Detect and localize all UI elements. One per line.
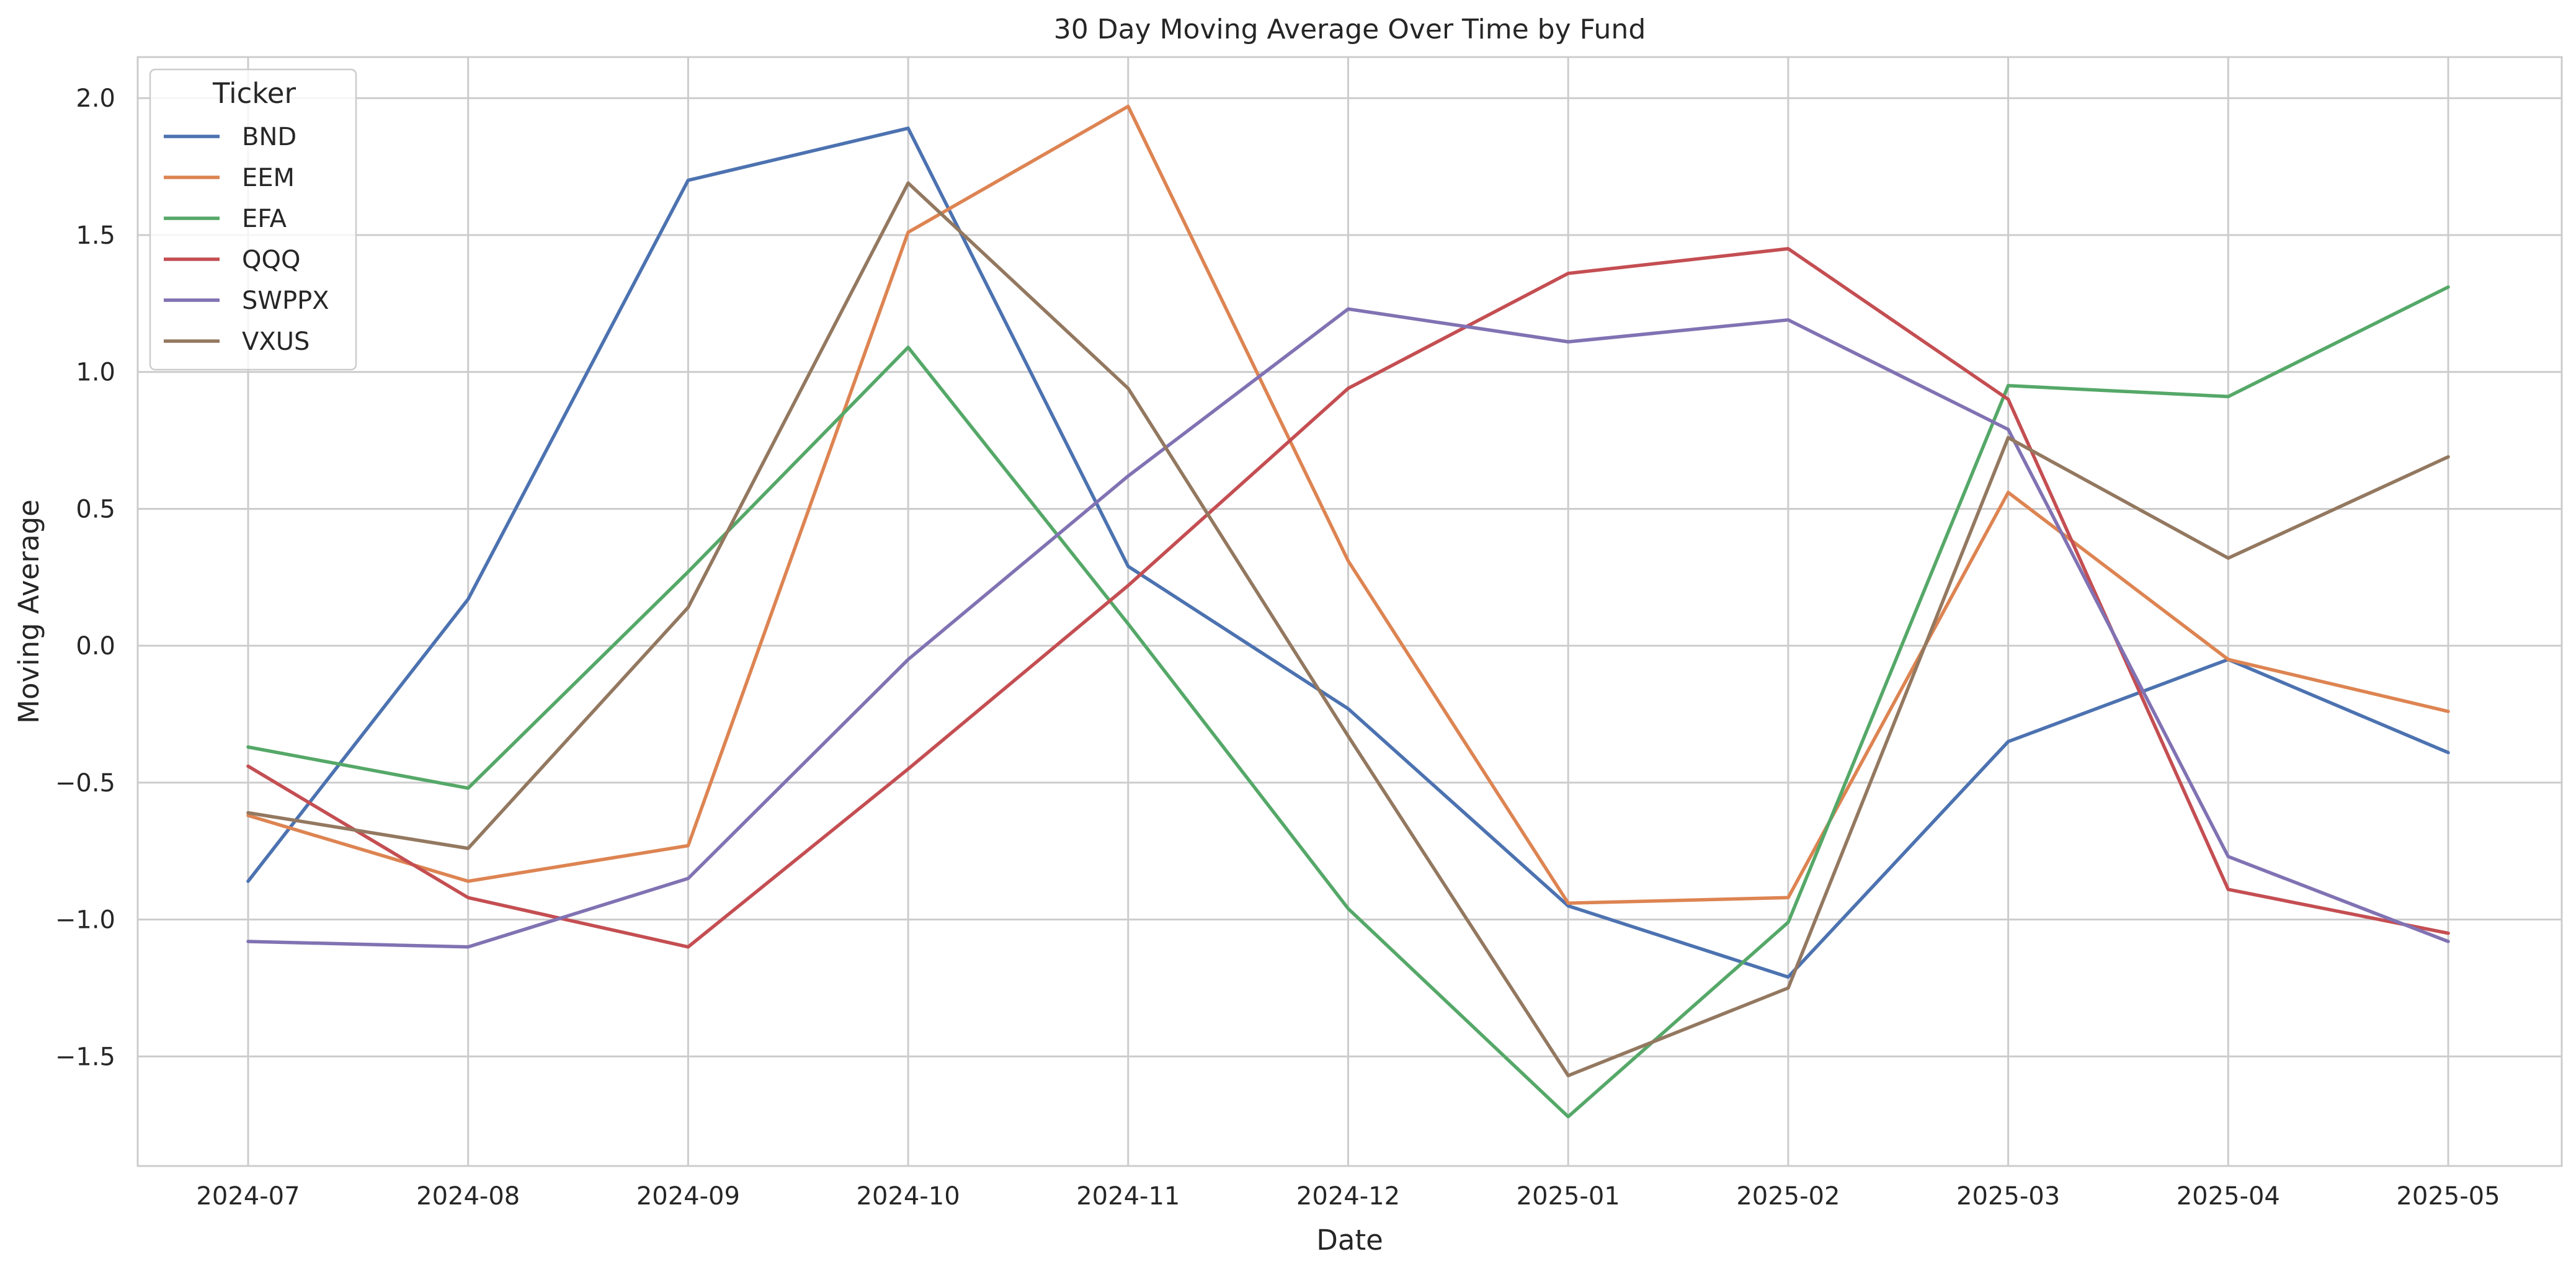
x-tick-label: 2024-12 [1296, 1182, 1400, 1211]
y-tick-label: 1.0 [76, 358, 115, 387]
x-tick-label: 2024-11 [1076, 1182, 1180, 1211]
legend-label-efa: EFA [242, 205, 287, 233]
legend-box [149, 68, 357, 371]
y-axis-label: Moving Average [12, 499, 45, 724]
x-tick-label: 2025-04 [2177, 1182, 2280, 1211]
y-tick-label: 1.5 [76, 221, 115, 250]
x-axis-label: Date [1316, 1224, 1383, 1257]
x-tick-label: 2025-01 [1517, 1182, 1620, 1211]
plot-area [136, 56, 2563, 1167]
series-line-eem [246, 104, 2450, 905]
legend-label-vxus: VXUS [242, 327, 310, 356]
x-tick-label: 2024-10 [857, 1182, 960, 1211]
series-line-qqq [246, 247, 2450, 949]
legend: Ticker BND EEM EFA QQQ SWPPX VXUS [149, 68, 357, 371]
y-tick-label: 2.0 [76, 84, 115, 113]
series-line-vxus [246, 181, 2450, 1078]
legend-label-bnd: BND [242, 123, 296, 151]
series-line-bnd [246, 127, 2450, 979]
series-line-swppx [246, 307, 2450, 949]
series-lines [246, 104, 2450, 1119]
legend-label-swppx: SWPPX [242, 287, 329, 315]
y-tick-label: −1.5 [55, 1043, 115, 1071]
x-tick-label: 2024-07 [196, 1182, 300, 1211]
x-tick-label: 2025-05 [2396, 1182, 2500, 1211]
chart-title: 30 Day Moving Average Over Time by Fund [1054, 14, 1646, 45]
x-tick-label: 2024-08 [416, 1182, 520, 1211]
y-tick-label: 0.5 [76, 495, 115, 523]
y-tick-label: 0.0 [76, 632, 115, 661]
x-tick-label: 2024-09 [636, 1182, 740, 1211]
tick-labels: 2024-07 2024-08 2024-09 2024-10 2024-11 2024-… [55, 84, 2500, 1211]
legend-label-eem: EEM [242, 164, 295, 192]
grid [138, 57, 2562, 1166]
y-tick-label: −0.5 [55, 769, 115, 798]
y-tick-label: −1.0 [55, 906, 115, 935]
legend-title: Ticker [212, 77, 296, 110]
x-tick-label: 2025-02 [1736, 1182, 1840, 1211]
series-line-efa [246, 285, 2450, 1119]
legend-label-qqq: QQQ [242, 246, 300, 274]
x-tick-label: 2025-03 [1956, 1182, 2060, 1211]
legend-items: BND EEM EFA QQQ SWPPX VXUS [164, 123, 329, 356]
